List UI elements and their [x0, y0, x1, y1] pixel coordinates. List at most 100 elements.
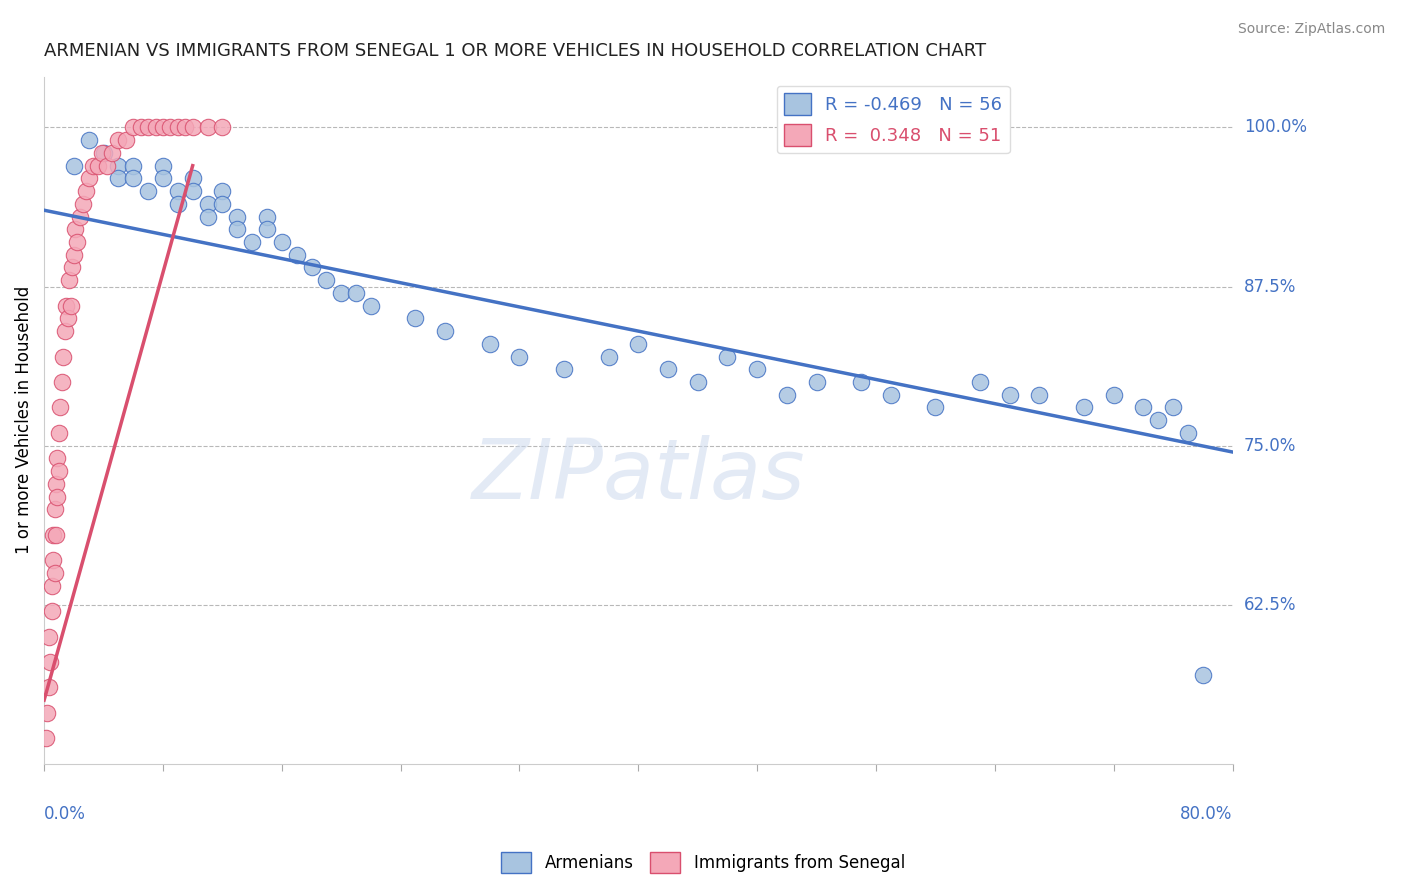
Point	[152, 120, 174, 135]
Point	[77, 133, 100, 147]
Point	[60, 260, 83, 275]
Point	[38, 681, 60, 695]
Point	[211, 184, 233, 198]
Point	[197, 120, 219, 135]
Point	[285, 248, 308, 262]
Point	[122, 159, 145, 173]
Point	[51, 375, 73, 389]
Point	[86, 159, 108, 173]
Point	[1132, 401, 1154, 415]
Point	[59, 299, 82, 313]
Point	[716, 350, 738, 364]
Point	[46, 490, 69, 504]
Point	[63, 248, 86, 262]
Point	[129, 120, 152, 135]
Point	[101, 145, 124, 160]
Point	[686, 375, 709, 389]
Point	[52, 350, 75, 364]
Point	[136, 120, 159, 135]
Point	[44, 502, 66, 516]
Text: ZIPatlas: ZIPatlas	[471, 434, 806, 516]
Point	[45, 527, 67, 541]
Point	[75, 184, 97, 198]
Text: 75.0%: 75.0%	[1244, 437, 1296, 455]
Point	[747, 362, 769, 376]
Point	[776, 388, 799, 402]
Point	[48, 464, 70, 478]
Point	[55, 299, 77, 313]
Point	[159, 120, 181, 135]
Y-axis label: 1 or more Vehicles in Household: 1 or more Vehicles in Household	[15, 286, 32, 554]
Point	[53, 324, 76, 338]
Point	[1177, 425, 1199, 440]
Point	[360, 299, 382, 313]
Point	[434, 324, 457, 338]
Point	[166, 197, 188, 211]
Point	[181, 184, 204, 198]
Point	[240, 235, 263, 249]
Point	[48, 425, 70, 440]
Point	[63, 159, 86, 173]
Point	[66, 235, 89, 249]
Point	[35, 706, 58, 720]
Point	[256, 210, 278, 224]
Point	[197, 197, 219, 211]
Point	[806, 375, 828, 389]
Point	[211, 120, 233, 135]
Point	[145, 120, 167, 135]
Point	[91, 145, 114, 160]
Point	[41, 604, 63, 618]
Point	[181, 171, 204, 186]
Point	[226, 222, 249, 236]
Point	[1028, 388, 1050, 402]
Point	[1191, 667, 1213, 681]
Point	[122, 171, 145, 186]
Point	[122, 120, 145, 135]
Point	[181, 120, 204, 135]
Legend: Armenians, Immigrants from Senegal: Armenians, Immigrants from Senegal	[495, 846, 911, 880]
Text: Source: ZipAtlas.com: Source: ZipAtlas.com	[1237, 22, 1385, 37]
Point	[405, 311, 427, 326]
Point	[1147, 413, 1170, 427]
Point	[174, 120, 197, 135]
Point	[46, 451, 69, 466]
Point	[598, 350, 620, 364]
Point	[41, 579, 63, 593]
Point	[34, 731, 56, 746]
Point	[924, 401, 946, 415]
Point	[38, 630, 60, 644]
Point	[152, 159, 174, 173]
Point	[42, 553, 65, 567]
Point	[65, 222, 87, 236]
Point	[1102, 388, 1125, 402]
Point	[107, 159, 129, 173]
Point	[93, 145, 115, 160]
Point	[44, 566, 66, 580]
Point	[49, 401, 72, 415]
Point	[107, 133, 129, 147]
Point	[96, 159, 118, 173]
Point	[69, 210, 91, 224]
Point	[107, 171, 129, 186]
Text: 0.0%: 0.0%	[44, 805, 86, 823]
Point	[45, 476, 67, 491]
Point	[152, 171, 174, 186]
Point	[330, 285, 353, 300]
Point	[969, 375, 991, 389]
Point	[114, 133, 136, 147]
Point	[39, 655, 62, 669]
Point	[72, 197, 94, 211]
Point	[344, 285, 367, 300]
Point	[270, 235, 292, 249]
Legend: R = -0.469   N = 56, R =  0.348   N = 51: R = -0.469 N = 56, R = 0.348 N = 51	[776, 86, 1010, 153]
Point	[508, 350, 530, 364]
Point	[657, 362, 679, 376]
Point	[77, 171, 100, 186]
Point	[42, 527, 65, 541]
Text: 100.0%: 100.0%	[1244, 119, 1306, 136]
Text: 87.5%: 87.5%	[1244, 277, 1296, 295]
Point	[197, 210, 219, 224]
Point	[315, 273, 337, 287]
Point	[478, 336, 501, 351]
Point	[166, 120, 188, 135]
